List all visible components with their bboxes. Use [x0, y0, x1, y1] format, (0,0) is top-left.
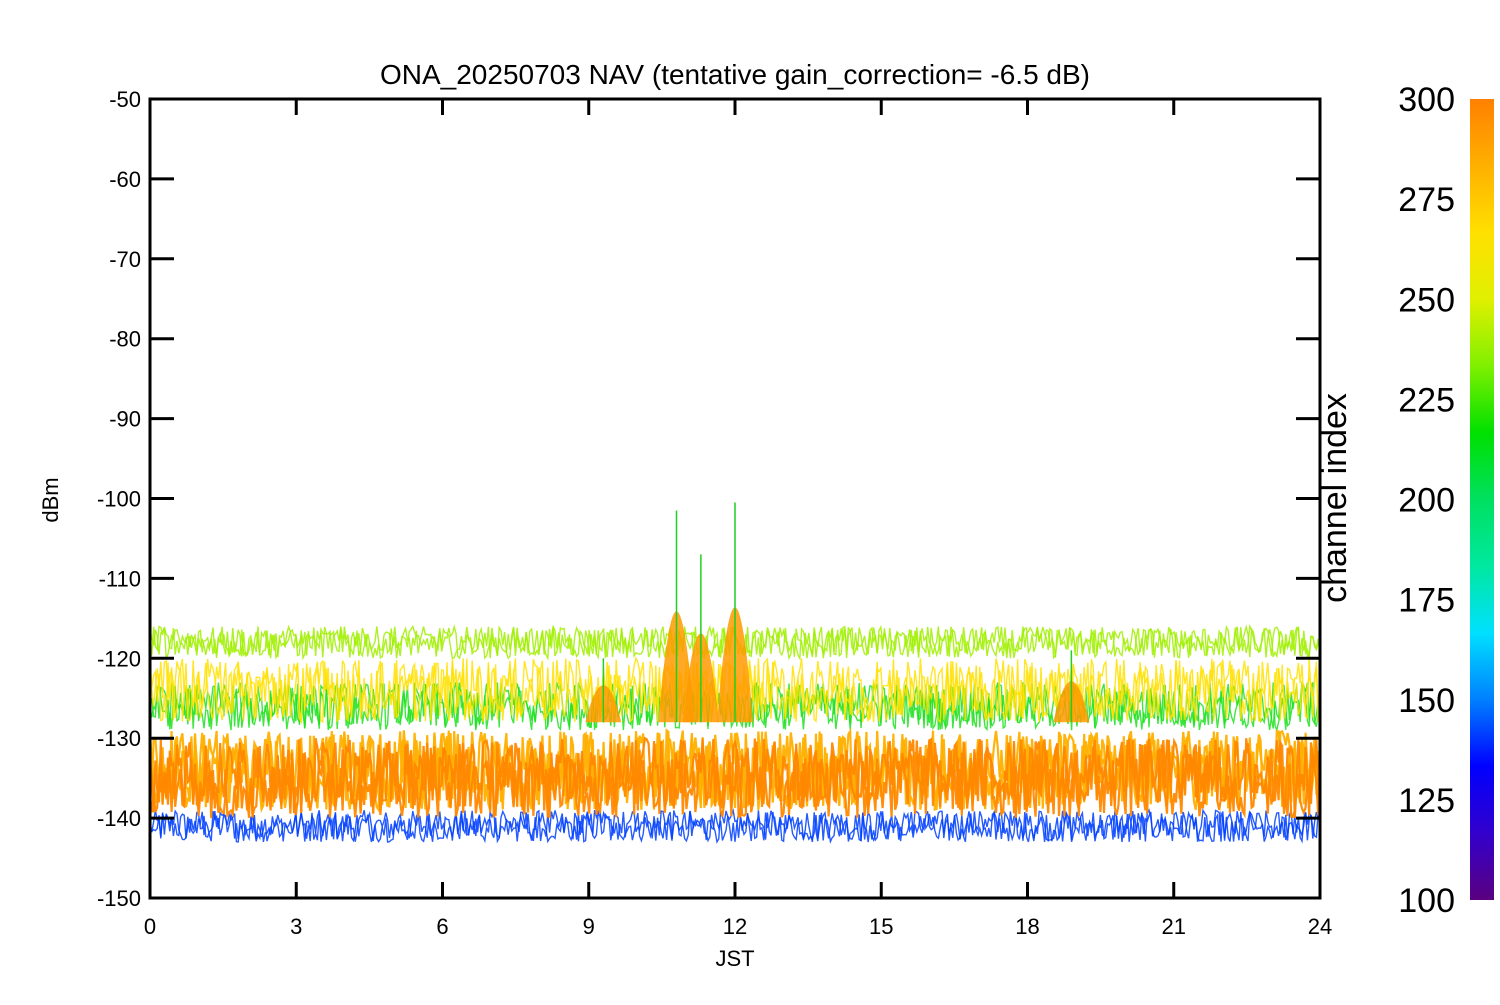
colorbar-label: channel index [1316, 393, 1354, 603]
trace-channel-150-1 [150, 809, 1320, 844]
y-tick-label-9: -140 [97, 806, 141, 831]
colorbar-tick-label-4: 200 [1398, 482, 1455, 520]
y-tick-label-0: -50 [109, 87, 141, 112]
x-tick-label-0: 0 [144, 914, 156, 939]
x-axis-label: JST [715, 946, 754, 971]
colorbar-tick-label-2: 250 [1398, 281, 1455, 319]
x-tick-label-3: 9 [583, 914, 595, 939]
colorbar-tick-label-3: 225 [1398, 381, 1455, 419]
colorbar-tick-label-8: 100 [1398, 882, 1455, 920]
y-tick-label-4: -90 [109, 407, 141, 432]
y-tick-label-7: -120 [97, 646, 141, 671]
trace-channel-290-1 [150, 736, 1320, 819]
x-tick-label-6: 18 [1015, 914, 1039, 939]
plot-area [150, 502, 1320, 845]
colorbar-gradient [1470, 99, 1494, 900]
colorbar: 300 275 250 225 200 175 150 125 100 [1398, 81, 1494, 920]
colorbar-tick-label-1: 275 [1398, 181, 1455, 219]
x-tick-label-8: 24 [1308, 914, 1332, 939]
x-tick-label-2: 6 [436, 914, 448, 939]
plot-traces [150, 502, 1320, 845]
y-tick-label-8: -130 [97, 726, 141, 751]
trace-channel-280-1 [150, 727, 1320, 814]
colorbar-tick-label-6: 150 [1398, 682, 1455, 720]
colorbar-tick-label-0: 300 [1398, 81, 1455, 119]
y-tick-label-3: -80 [109, 327, 141, 352]
y-tick-label-5: -100 [97, 487, 141, 512]
y-axis-label: dBm [38, 477, 63, 522]
colorbar-tick-label-5: 175 [1398, 582, 1455, 620]
axes-layer: 0 3 6 9 12 15 18 21 24 -50 -60 -70 -80 -90 -100 -110 -12… [97, 87, 1332, 939]
y-tick-label-2: -70 [109, 247, 141, 272]
y-tick-label-1: -60 [109, 167, 141, 192]
x-tick-label-5: 15 [869, 914, 893, 939]
x-tick-label-1: 3 [290, 914, 302, 939]
x-tick-label-4: 12 [723, 914, 747, 939]
chart-title: ONA_20250703 NAV (tentative gain_correct… [380, 59, 1090, 90]
x-tick-label-7: 21 [1162, 914, 1186, 939]
colorbar-tick-label-7: 125 [1398, 782, 1455, 820]
y-tick-label-10: -150 [97, 886, 141, 911]
y-tick-label-6: -110 [99, 566, 141, 591]
